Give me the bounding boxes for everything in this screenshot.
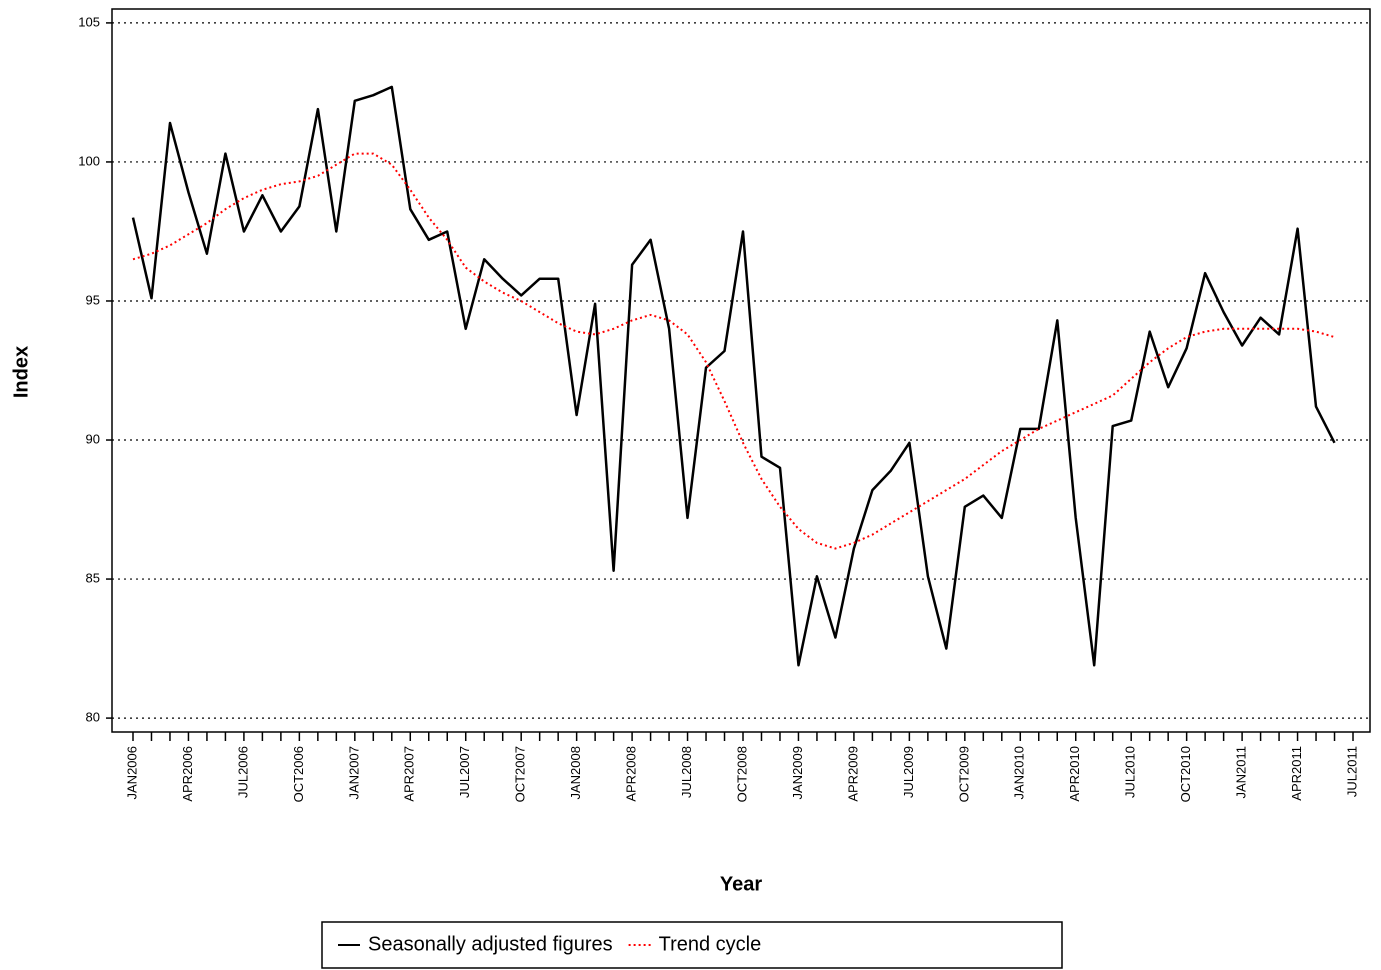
x-tick-label: JAN2009	[790, 746, 805, 799]
x-tick-label: JUL2009	[901, 746, 916, 798]
x-tick-label: OCT2007	[513, 746, 528, 802]
y-tick-label: 100	[78, 153, 100, 168]
x-axis-title: Year	[720, 873, 762, 895]
x-tick-label: JUL2011	[1344, 746, 1359, 797]
x-tick-label: APR2007	[402, 746, 417, 802]
y-tick-label: 95	[86, 292, 100, 307]
x-tick-label: APR2008	[624, 746, 639, 802]
x-tick-label: JAN2008	[568, 746, 583, 799]
series-line	[132, 152, 1335, 550]
x-tick-label: JUL2007	[457, 746, 472, 798]
series-line	[131, 85, 1336, 667]
x-tick-label: OCT2010	[1178, 746, 1193, 802]
x-tick-label: JAN2010	[1012, 746, 1027, 799]
x-tick-label: JUL2010	[1123, 746, 1138, 798]
y-tick-label: 90	[86, 431, 100, 446]
y-tick-label: 80	[86, 710, 100, 725]
x-tick-label: APR2009	[845, 746, 860, 802]
x-tick-label: OCT2006	[291, 746, 306, 802]
y-tick-label: 105	[78, 14, 100, 29]
x-tick-label: JUL2008	[679, 746, 694, 798]
x-tick-label: OCT2008	[734, 746, 749, 802]
legend-label: Trend cycle	[659, 933, 762, 955]
plot-frame	[111, 8, 1371, 733]
x-tick-label: JAN2011	[1234, 746, 1249, 799]
x-tick-label: APR2006	[180, 746, 195, 802]
x-tick-label: APR2011	[1289, 746, 1304, 801]
x-tick-label: JAN2007	[346, 746, 361, 799]
x-tick-label: JAN2006	[124, 746, 139, 799]
x-tick-label: APR2010	[1067, 746, 1082, 802]
y-tick-label: 85	[86, 570, 100, 585]
y-axis-title: Index	[10, 346, 32, 398]
legend-label: Seasonally adjusted figures	[368, 933, 613, 955]
legend-box	[321, 921, 1063, 969]
x-tick-label: JUL2006	[235, 746, 250, 798]
x-tick-label: OCT2009	[956, 746, 971, 802]
